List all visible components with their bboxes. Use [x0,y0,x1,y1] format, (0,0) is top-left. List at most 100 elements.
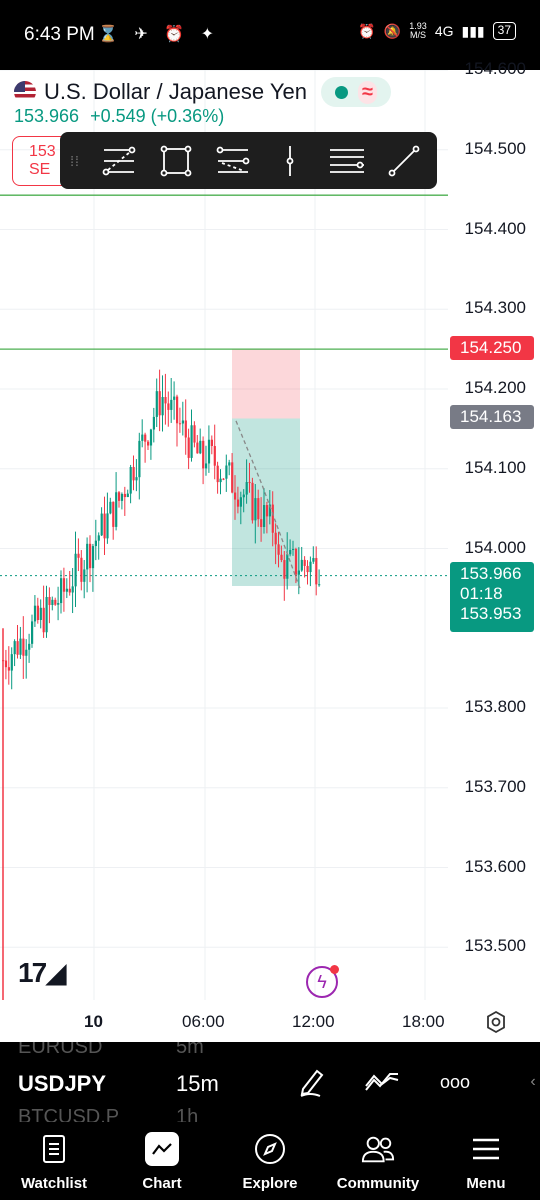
candle-body [263,505,266,527]
candle-body [222,478,225,480]
candlestick-chart[interactable] [0,70,448,1042]
nav-community[interactable]: Community [324,1122,432,1200]
candle-body [126,493,129,498]
candle-body [13,641,16,655]
chart-area[interactable]: 154.600 154.500 154.400 154.300 154.200 154.1… [0,59,540,1042]
nav-watchlist[interactable]: Watchlist [0,1122,108,1200]
candle-body [283,560,286,579]
vertical-line-tool-icon[interactable] [261,132,318,189]
stop-loss-zone [232,349,300,419]
price-change: +0.549 (+0.36%) [90,106,225,126]
candle-body [45,596,48,633]
candle-body [86,543,89,570]
candle-body [207,439,211,464]
candle-body [196,442,199,454]
candle-body [147,441,150,446]
candle-body [36,605,39,620]
candle-body [167,403,170,410]
candle-body [129,466,132,494]
symbol-title[interactable]: U.S. Dollar / Japanese Yen [44,79,307,104]
price-tick-label: 154.500 [464,138,526,158]
candle-body [309,561,312,573]
candle-body [236,499,240,507]
time-scale[interactable]: 10 06:00 12:00 18:00 [0,1000,540,1042]
fib-extension-tool-icon[interactable] [204,132,261,189]
indicators-icon[interactable] [364,1067,400,1097]
mute-icon: 🔕 [383,22,402,39]
candle-body [65,588,68,592]
price-scale[interactable]: 154.600 154.500 154.400 154.300 154.200 154.1… [448,59,540,1042]
market-status-pill[interactable]: ≈ [320,77,391,107]
nav-chart[interactable]: Chart [108,1122,216,1200]
candle-body [254,498,257,521]
candle-body [297,570,300,575]
alarm-icon: ⏰ [358,22,376,39]
bottom-navigation[interactable]: Watchlist Chart Explore Community Menu [0,1122,540,1200]
candle-body [62,578,66,592]
horizontal-levels-tool-icon[interactable] [318,132,375,189]
status-time: 6:43 PM [24,24,95,45]
candle-body [300,559,303,571]
more-options-icon[interactable]: ooo [439,1071,471,1092]
symbol-option-above[interactable]: EURUSD [18,1042,103,1058]
candle-body [25,649,28,656]
chart-settings-icon[interactable] [484,1010,508,1040]
price-tick-label: 154.200 [464,378,526,397]
symbol-selector[interactable]: USDJPY [18,1071,107,1096]
candle-body [292,548,295,550]
candle-body [7,667,10,671]
candle-body [57,603,60,605]
candle-body [228,462,231,466]
symbol-option-below[interactable]: BTCUSD.P [18,1106,120,1122]
drawing-toolbar[interactable]: ⁞⁞ [60,132,437,189]
network-speed: 1.93 M/S [409,21,427,40]
delay-wave-icon: ≈ [357,80,377,104]
candle-body [94,540,97,547]
candle-body [144,434,147,442]
candle-body [268,504,271,517]
drawing-pen-icon[interactable] [296,1067,328,1097]
candle-body [106,513,109,539]
candle-body [132,466,135,481]
status-bar: 6:43 PM ⌛ ✈ ⏰ ✦ ⏰ 🔕 1.93 M/S 4G ▮▮▮ 37 [0,0,540,70]
candle-body [225,465,228,479]
candle-body [54,599,57,605]
candle-body [161,397,164,416]
price-tick-label: 153.600 [464,856,526,876]
timeframe-option-below[interactable]: 1h [176,1106,199,1122]
candle-body [234,492,237,500]
price-tick-label: 154.000 [464,537,526,557]
candle-body [210,439,213,447]
rectangle-tool-icon[interactable] [147,132,204,189]
candle-body [260,519,263,527]
candle-body [239,497,242,507]
stop-loss-price-badge: 154.250 [450,336,534,360]
candle-body [51,599,54,606]
market-open-dot-icon [334,85,348,99]
fib-retracement-tool-icon[interactable] [90,132,147,189]
candle-body [205,463,208,469]
candle-body [10,654,13,671]
symbol-header[interactable]: U.S. Dollar / Japanese Yen ≈ [14,77,391,107]
collapse-arrow-icon[interactable]: ‹ [530,1073,536,1090]
time-label: 12:00 [292,1012,335,1031]
candle-body [68,588,71,593]
trend-line-tool-icon[interactable] [375,132,432,189]
candle-body [71,586,74,593]
nav-menu[interactable]: Menu [432,1122,540,1200]
drag-handle-icon[interactable]: ⁞⁞ [70,152,80,169]
timeframe-selector[interactable]: 15m [176,1071,219,1096]
candle-body [97,535,100,541]
timeframe-option-above[interactable]: 5m [176,1042,204,1058]
candle-body [277,544,280,555]
symbol-picker-panel[interactable]: EURUSD 5m USDJPY 15m BTCUSD.P 1h ooo ‹ [0,1042,540,1122]
candle-body [19,638,22,655]
nav-explore[interactable]: Explore [216,1122,324,1200]
candle-body [120,493,124,501]
flash-alert-icon[interactable]: ϟ [306,965,339,998]
candle-body [257,498,260,520]
candle-body [118,492,121,501]
candle-body [280,554,283,561]
current-price-badge: 153.966 01:18 153.953 [450,562,534,632]
entry-price-badge: 154.163 [450,405,534,429]
